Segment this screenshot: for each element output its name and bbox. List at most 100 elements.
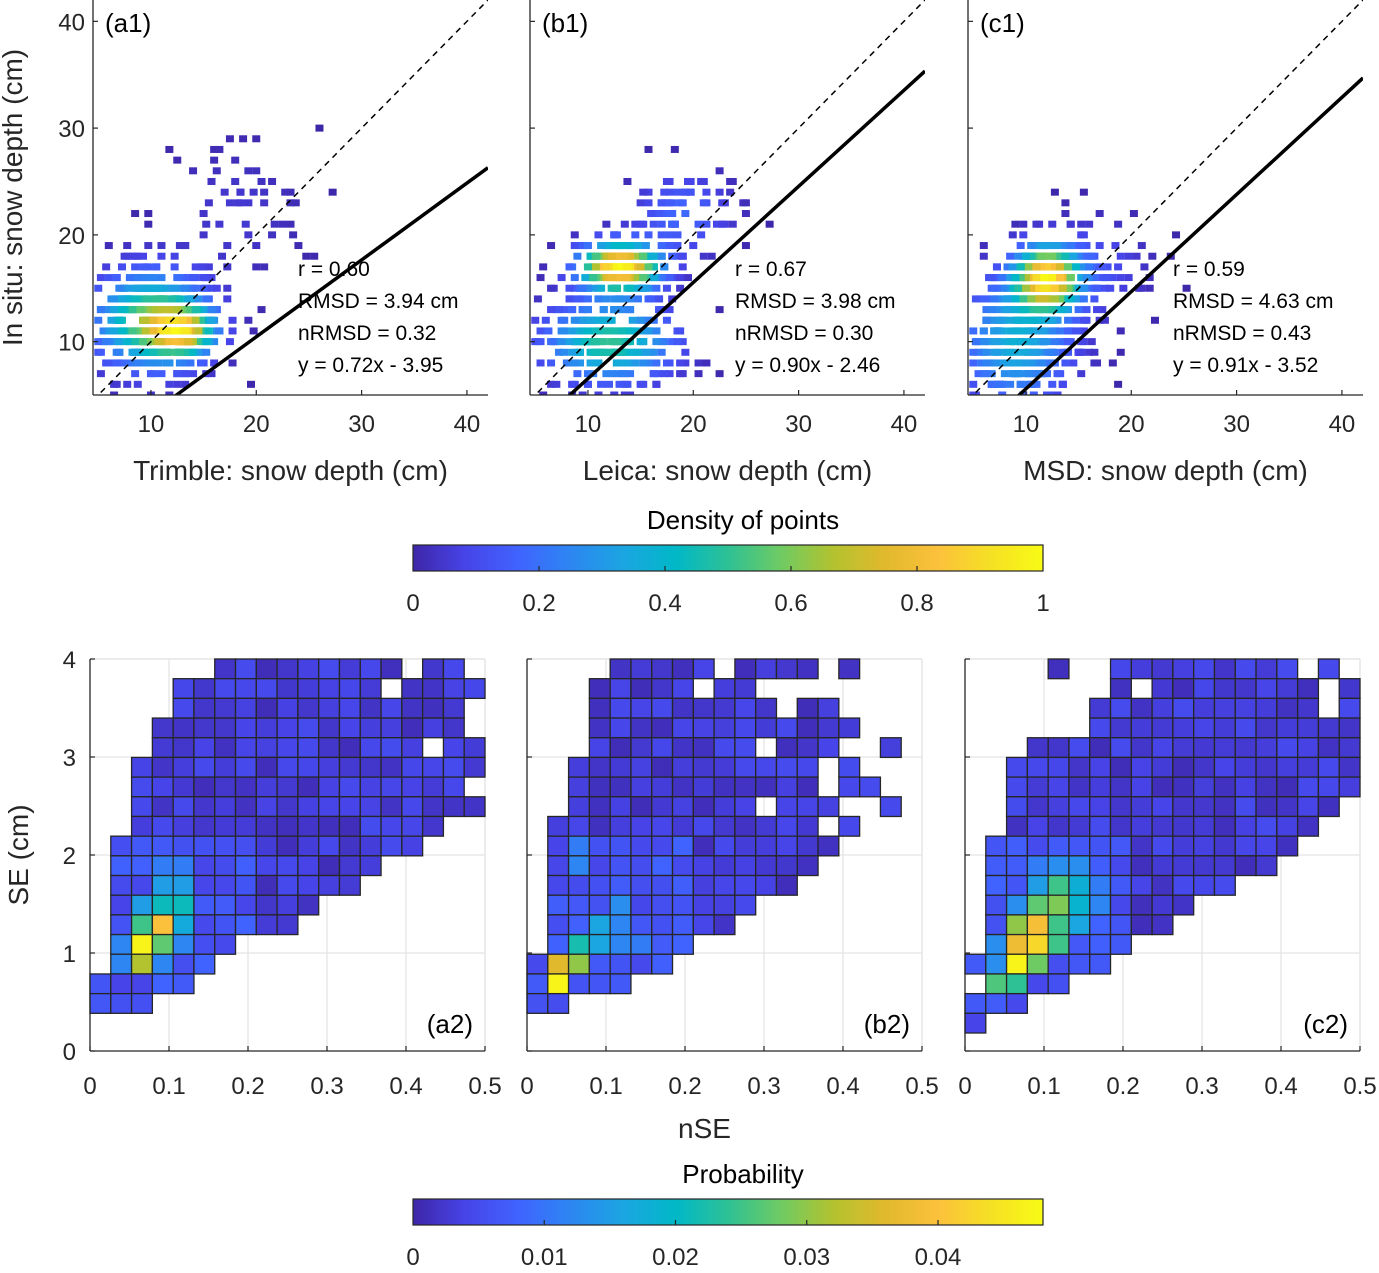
data-point bbox=[107, 316, 116, 324]
data-point bbox=[1066, 274, 1075, 282]
x-tick-label: 0.5 bbox=[905, 1073, 938, 1100]
heatmap-cell bbox=[1109, 894, 1132, 916]
data-point bbox=[1019, 370, 1028, 378]
heatmap-cell bbox=[255, 796, 278, 818]
data-point bbox=[117, 263, 126, 271]
data-point bbox=[1087, 338, 1096, 346]
y-tick-label: 40 bbox=[58, 9, 85, 36]
heatmap-cell bbox=[630, 717, 653, 739]
data-point bbox=[168, 295, 176, 303]
heatmap-cell bbox=[651, 796, 674, 818]
heatmap-cell bbox=[1089, 776, 1112, 798]
data-point bbox=[144, 210, 153, 218]
heatmap-cell bbox=[1193, 756, 1216, 778]
heatmap-cell bbox=[734, 697, 757, 719]
data-point bbox=[175, 284, 184, 292]
data-point bbox=[979, 252, 988, 260]
heatmap-cell bbox=[630, 933, 653, 955]
data-point bbox=[536, 359, 545, 367]
data-point bbox=[702, 359, 711, 367]
data-point bbox=[589, 284, 598, 292]
data-point bbox=[657, 231, 666, 239]
heatmap-cell bbox=[775, 756, 798, 778]
heatmap-cell bbox=[421, 796, 445, 818]
data-point bbox=[641, 242, 650, 250]
heatmap-cell bbox=[775, 874, 798, 896]
data-point bbox=[1090, 295, 1099, 303]
heatmap-cell bbox=[110, 992, 133, 1014]
heatmap-cell bbox=[567, 953, 591, 975]
data-point bbox=[594, 295, 603, 303]
heatmap-cell bbox=[671, 737, 694, 759]
data-point bbox=[1066, 242, 1075, 250]
data-point bbox=[602, 295, 611, 303]
data-point bbox=[96, 306, 105, 314]
data-point bbox=[175, 348, 184, 356]
heatmap-cell bbox=[130, 973, 154, 995]
heatmap-cell bbox=[671, 894, 694, 916]
y-tick-label: 2 bbox=[63, 843, 76, 870]
data-point bbox=[626, 252, 635, 260]
heatmap-cell bbox=[380, 737, 403, 759]
data-point bbox=[1077, 348, 1086, 356]
heatmap-cell bbox=[1213, 717, 1236, 739]
heatmap-cell bbox=[1172, 874, 1195, 896]
data-point bbox=[199, 316, 208, 324]
data-point bbox=[1048, 274, 1057, 282]
heatmap-cell bbox=[1255, 737, 1278, 759]
data-point bbox=[644, 199, 653, 207]
data-point bbox=[141, 263, 150, 271]
heatmap-cell bbox=[1193, 835, 1216, 857]
data-point bbox=[536, 274, 545, 282]
data-point bbox=[112, 380, 121, 388]
data-point bbox=[565, 263, 574, 271]
data-point bbox=[215, 145, 224, 153]
heatmap-cell bbox=[130, 914, 154, 936]
data-point bbox=[225, 135, 234, 143]
heatmap-cell bbox=[1130, 894, 1153, 916]
data-point bbox=[186, 284, 195, 292]
heatmap-cell bbox=[1172, 697, 1195, 719]
data-point bbox=[236, 188, 245, 196]
heatmap-cell bbox=[401, 678, 424, 700]
data-point bbox=[1082, 274, 1091, 282]
data-point bbox=[144, 348, 153, 356]
heatmap-cell bbox=[1213, 835, 1236, 857]
heatmap-cell bbox=[214, 776, 237, 798]
heatmap-cell bbox=[547, 835, 570, 857]
data-point bbox=[239, 135, 248, 143]
data-point bbox=[249, 327, 258, 335]
data-point bbox=[570, 231, 579, 239]
data-point bbox=[1021, 359, 1030, 367]
heatmap-cell bbox=[1130, 697, 1153, 719]
data-point bbox=[1061, 199, 1070, 207]
data-point bbox=[992, 348, 1001, 356]
heatmap-cell bbox=[359, 697, 382, 719]
heatmap-cell bbox=[421, 678, 445, 700]
data-point bbox=[607, 370, 616, 378]
heatmap-cell bbox=[1109, 796, 1132, 818]
data-point bbox=[969, 391, 978, 395]
heatmap-cell bbox=[276, 678, 299, 700]
heatmap-cell bbox=[651, 953, 674, 975]
data-point bbox=[673, 338, 682, 346]
heatmap-cell bbox=[775, 796, 798, 818]
data-point bbox=[639, 338, 648, 346]
data-point bbox=[144, 220, 153, 228]
heatmap-cell bbox=[318, 815, 341, 837]
data-point bbox=[591, 359, 600, 367]
heatmap-cell bbox=[255, 678, 278, 700]
data-point bbox=[1037, 252, 1046, 260]
data-point bbox=[990, 284, 999, 292]
heatmap-cell bbox=[630, 914, 653, 936]
heatmap-cell bbox=[775, 855, 798, 877]
data-point bbox=[728, 220, 737, 228]
heatmap-cell bbox=[1213, 697, 1236, 719]
heatmap-cell bbox=[234, 874, 257, 896]
heatmap-cell bbox=[1255, 835, 1278, 857]
data-point bbox=[183, 338, 192, 346]
data-point bbox=[1014, 284, 1023, 292]
data-point bbox=[1085, 252, 1094, 260]
data-point bbox=[1066, 220, 1075, 228]
data-point bbox=[531, 316, 540, 324]
